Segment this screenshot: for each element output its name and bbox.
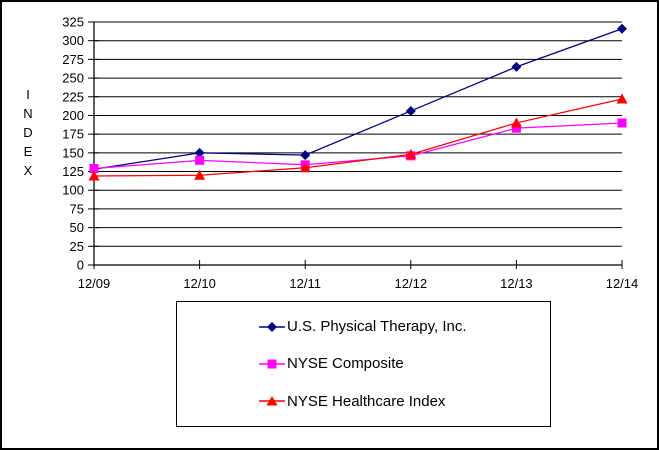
series-line-0 [93, 28, 623, 170]
data-point-marker [405, 148, 417, 159]
data-point-marker [511, 123, 521, 133]
diamond-glyph [267, 321, 277, 332]
data-point-marker [88, 170, 100, 181]
y-tick-label: 0 [77, 258, 84, 273]
x-tick-label: 12/12 [395, 276, 428, 291]
x-tick-label: 12/14 [606, 276, 639, 291]
data-point-marker [89, 164, 99, 174]
diamond-marker-icon [259, 321, 285, 332]
legend-label: NYSE Composite [287, 355, 404, 373]
y-tick-label: 300 [62, 33, 84, 48]
square-marker-icon [259, 359, 285, 369]
triangle-marker-icon [259, 396, 285, 406]
x-tick-label: 12/10 [183, 276, 216, 291]
legend-item-usph: U.S. Physical Therapy, Inc. [259, 318, 550, 335]
y-tick-label: 250 [62, 71, 84, 86]
legend-item-nyse-healthcare: NYSE Healthcare Index [259, 393, 550, 410]
legend: U.S. Physical Therapy, Inc. NYSE Composi… [176, 301, 551, 427]
y-tick-label: 225 [62, 89, 84, 104]
square-glyph [267, 359, 277, 369]
legend-label: U.S. Physical Therapy, Inc. [287, 318, 467, 336]
y-tick-label: 25 [70, 239, 84, 254]
data-point-marker [299, 162, 311, 173]
y-tick-label: 50 [70, 220, 84, 235]
y-tick-label: 200 [62, 108, 84, 123]
y-tick-label: 275 [62, 52, 84, 67]
series-line-2 [93, 98, 623, 177]
data-point-marker [300, 150, 311, 161]
data-point-marker [616, 93, 628, 104]
data-point-marker [511, 61, 522, 72]
triangle-glyph [266, 396, 278, 406]
data-point-marker [194, 169, 206, 180]
data-point-marker [194, 147, 205, 158]
series-line-1 [93, 122, 623, 170]
x-tick-label: 12/13 [500, 276, 533, 291]
y-tick-label: 125 [62, 164, 84, 179]
y-tick-label: 175 [62, 127, 84, 142]
data-point-marker [405, 105, 416, 116]
data-point-marker [617, 118, 627, 128]
y-tick-label: 325 [62, 15, 84, 30]
data-point-marker [617, 23, 627, 34]
data-point-marker [510, 117, 522, 128]
x-tick-label: 12/09 [78, 276, 111, 291]
legend-item-nyse-composite: NYSE Composite [259, 355, 550, 372]
data-point-marker [195, 155, 205, 165]
x-tick-label: 12/11 [289, 276, 321, 291]
y-tick-label: 150 [62, 145, 84, 160]
legend-label: NYSE Healthcare Index [287, 392, 446, 410]
y-tick-label: 100 [62, 183, 84, 198]
y-tick-label: 75 [70, 201, 84, 216]
